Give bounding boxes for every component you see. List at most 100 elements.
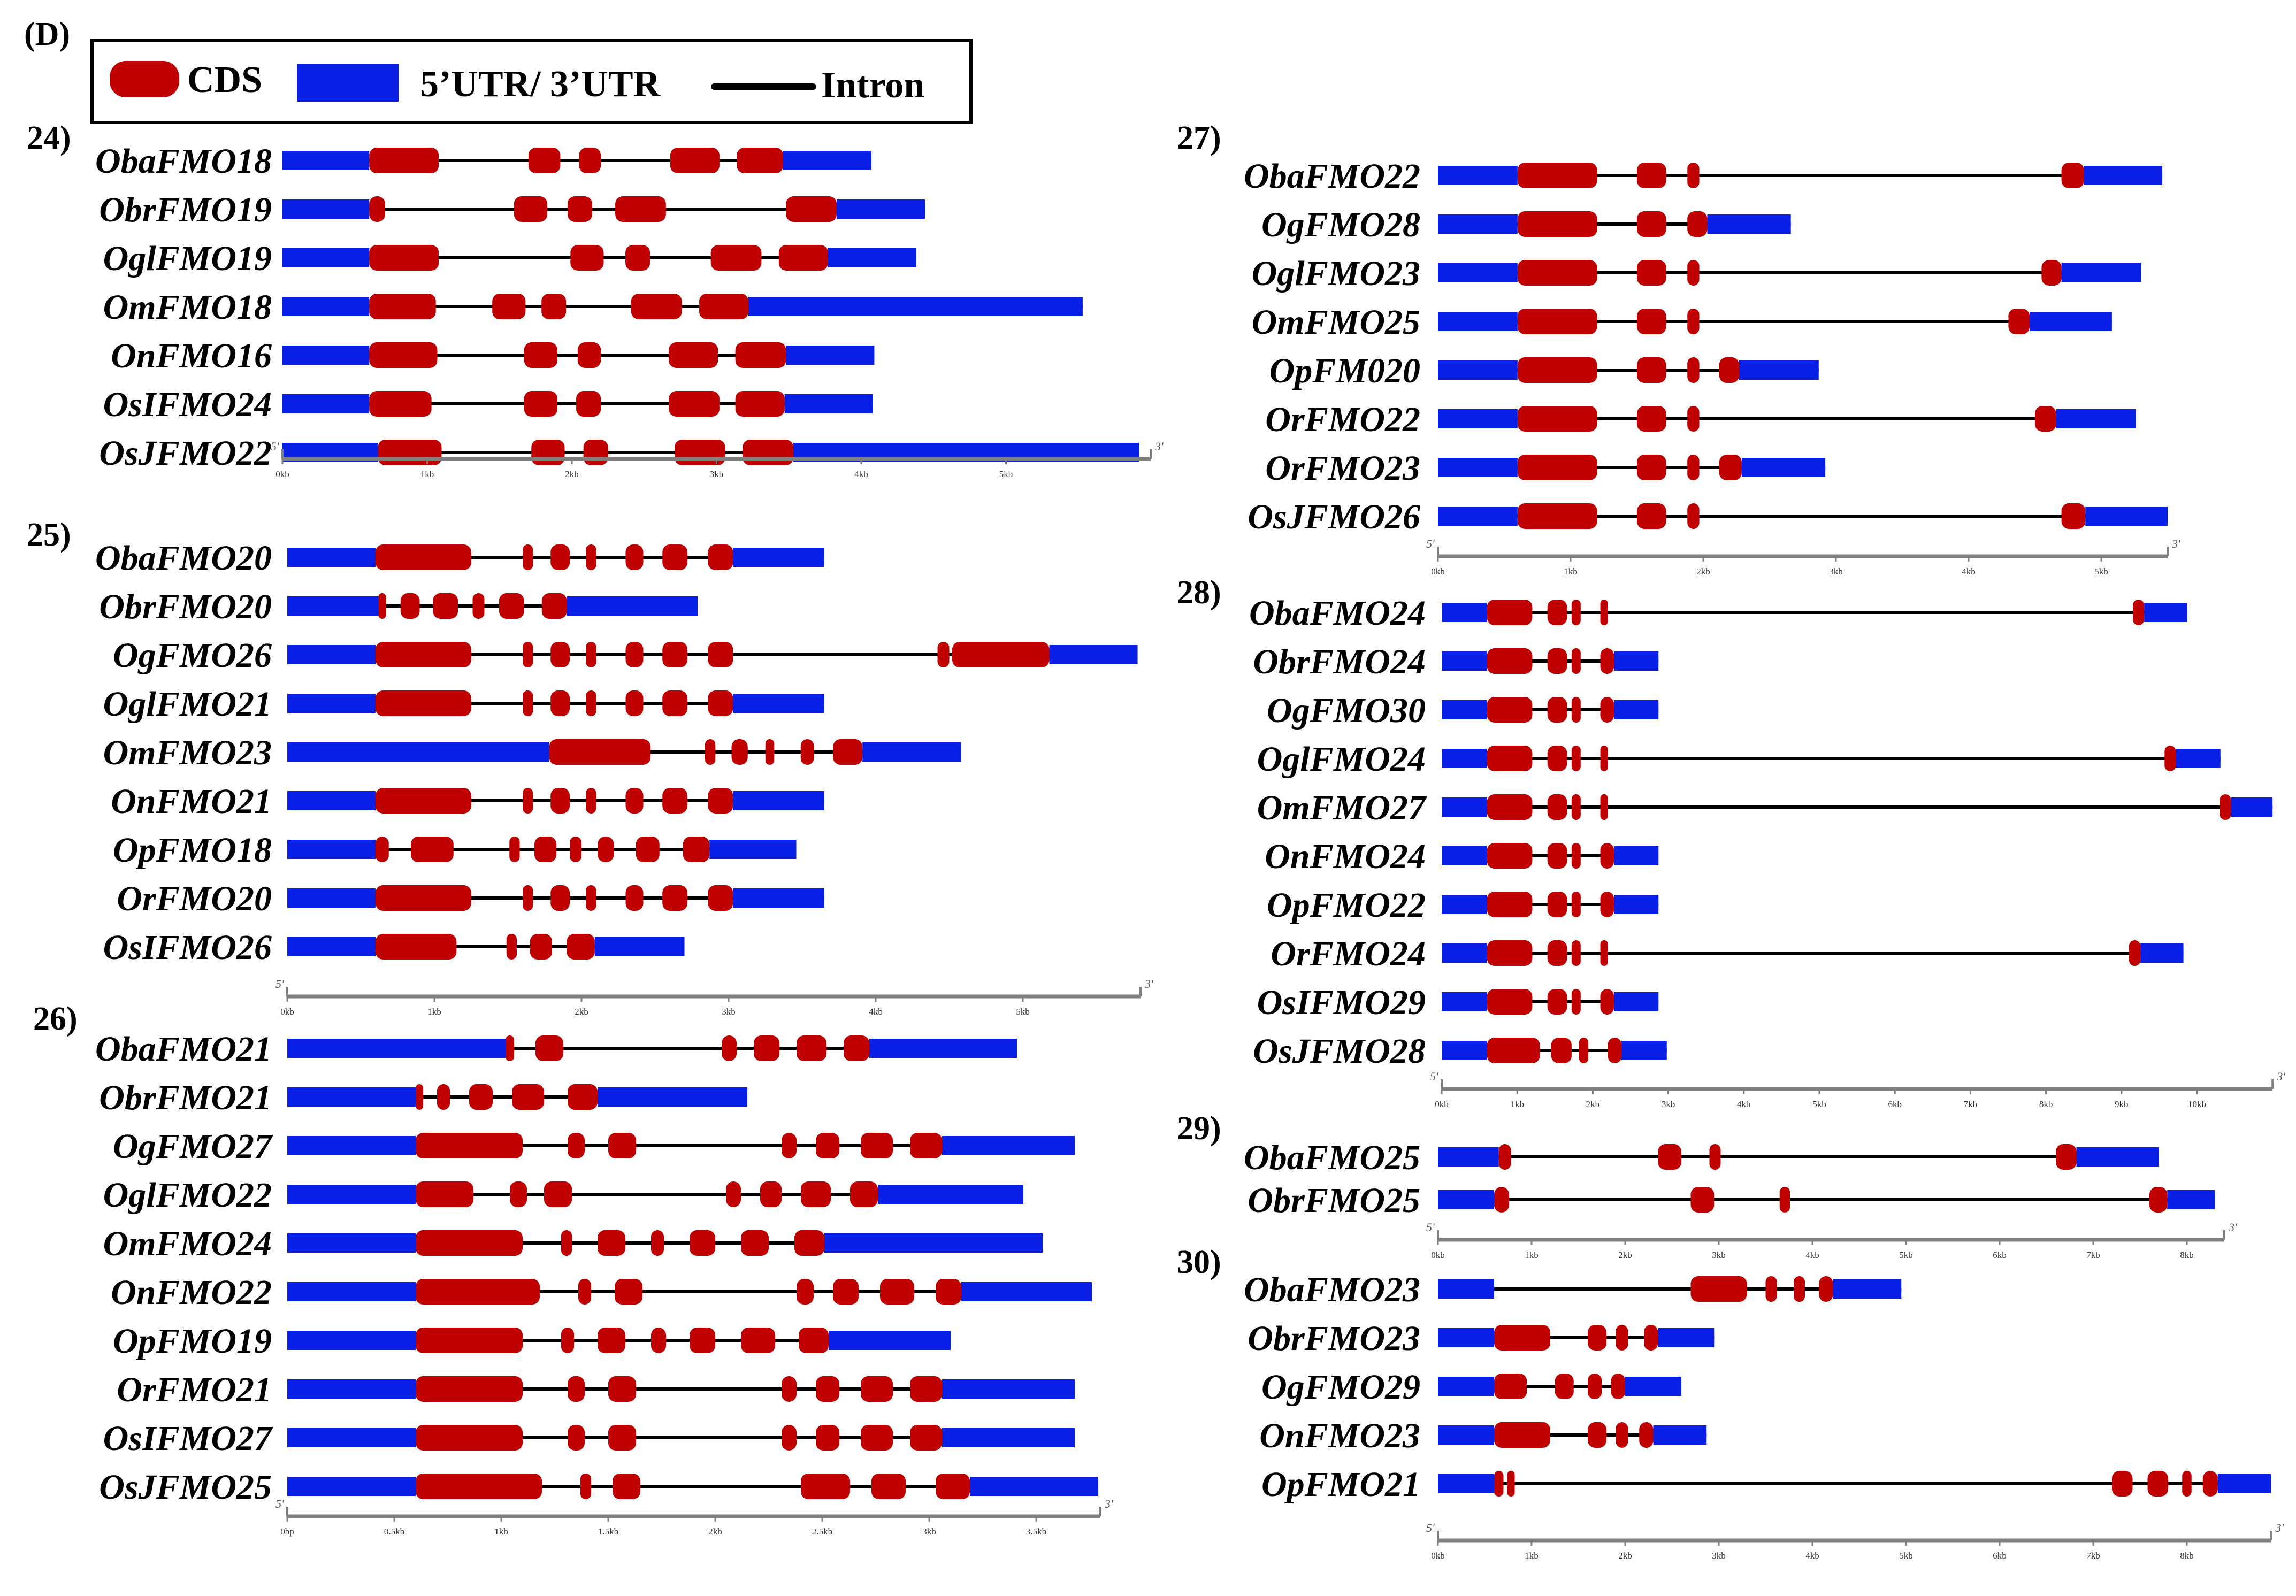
cds-block [2112, 1471, 2133, 1497]
axis-tick-label: 4kb [1737, 1099, 1751, 1109]
cds-block [710, 245, 762, 271]
cds-block [741, 1230, 769, 1256]
cds-block [816, 1133, 839, 1158]
utr5-block [1438, 263, 1518, 282]
utr3-block [1613, 700, 1659, 719]
cds-block [1608, 1038, 1622, 1063]
cds-block [570, 245, 604, 271]
cds-block [2149, 1187, 2168, 1213]
cds-block [1571, 600, 1581, 625]
gene-name: OsJFMO26 [1248, 497, 1420, 536]
axis-tick-label: 0kb [1431, 1250, 1445, 1260]
cds-block [1571, 843, 1581, 869]
utr5-block [1438, 1328, 1494, 1347]
cds-block [765, 739, 775, 765]
utr5-block [287, 742, 549, 762]
gene-name: OsJFMO22 [99, 434, 272, 473]
axis-tick-label: 3kb [1829, 566, 1843, 577]
gene-name: ObaFMO23 [1244, 1270, 1420, 1309]
gene-name: ObrFMO24 [1253, 642, 1426, 681]
axis-tick-label: 3.5kb [1026, 1526, 1046, 1537]
axis-tick-label: 5kb [2094, 566, 2108, 577]
utr5-block [1442, 943, 1487, 963]
axis-tick-label: 8kb [2180, 1551, 2194, 1561]
axis-tick-label: 2kb [708, 1526, 722, 1537]
cds-block [376, 885, 471, 911]
cds-block [708, 885, 733, 911]
utr3-block [2056, 409, 2136, 428]
cds-block [1779, 1187, 1790, 1213]
cds-block [1517, 211, 1597, 237]
cds-block [625, 642, 644, 667]
panel-number: 25) [27, 517, 71, 553]
cds-block [782, 1425, 797, 1451]
panel-number: 29) [1177, 1110, 1221, 1147]
cds-block [567, 934, 595, 960]
utr5-block [287, 1379, 416, 1399]
utr5-block [287, 1136, 416, 1155]
cds-block [568, 1084, 598, 1110]
axis-tick-label: 3kb [1712, 1250, 1726, 1260]
axis-tick-label: 3kb [722, 1007, 736, 1017]
cds-block [579, 148, 601, 173]
cds-block [1644, 1325, 1658, 1351]
panel-28: 28) ObaFMO24 ObrFMO24 OgFMO30 OglFMO24 OmFMO2… [1177, 574, 2285, 1109]
cds-block [514, 196, 548, 222]
utr5-block [282, 200, 370, 219]
cds-block [1600, 697, 1614, 723]
cds-block [782, 1376, 797, 1402]
utr5-block [282, 297, 370, 316]
panel-number: 27) [1177, 120, 1221, 156]
cds-block [376, 544, 471, 570]
utr3-block [783, 151, 871, 170]
cds-block [1494, 1422, 1550, 1448]
utr3-block [709, 840, 797, 859]
cds-block [2132, 600, 2145, 625]
utr5-block [1438, 1147, 1499, 1167]
gene-row: OsJFMO22 [99, 434, 1139, 473]
axis-5prime: 5' [1426, 1521, 1435, 1534]
utr3-block [837, 200, 925, 219]
gene-row: ObrFMO20 [99, 587, 698, 626]
cds-block [416, 1328, 523, 1353]
gene-row: ObaFMO22 [1244, 157, 2163, 196]
scale-axis: 5' 3' 0kb 1kb 2kb 3kb 4kb 5kb [271, 440, 1164, 479]
scale-axis: 5' 3' 0kb 1kb 2kb 3kb 4kb 5kb 6kb 7kb 8kb [1426, 1521, 2284, 1561]
cds-block [369, 196, 386, 222]
scale-axis: 5' 3' 0kb 1kb 2kb 3kb 4kb 5kb [1426, 537, 2180, 577]
cds-block [2202, 1471, 2218, 1497]
cds-block [833, 1279, 859, 1305]
cds-block [541, 294, 567, 319]
utr3-block [2140, 943, 2184, 963]
gene-row: OgFMO28 [1261, 205, 1791, 244]
cds-block [1794, 1276, 1805, 1302]
gene-name: OsIFMO27 [103, 1419, 273, 1458]
cds-block [561, 1328, 574, 1353]
gene-name: OsIFMO29 [1257, 983, 1426, 1022]
cds-block [1600, 989, 1614, 1015]
gene-row: OrFMO20 [117, 879, 824, 918]
cds-block [1637, 503, 1666, 529]
cds-block [1637, 455, 1666, 480]
utr3-block [784, 394, 873, 413]
utr5-block [287, 840, 376, 859]
utr5-block [1438, 1190, 1494, 1209]
cds-block [708, 544, 733, 570]
cds-block [544, 1181, 572, 1207]
axis-tick-label: 5kb [1016, 1007, 1030, 1017]
utr3-block [1658, 1328, 1715, 1347]
cds-block [416, 1425, 523, 1451]
cds-block [1600, 648, 1614, 674]
axis-5prime: 5' [1426, 537, 1435, 550]
gene-name: OglFMO23 [1252, 254, 1420, 293]
utr3-block [2084, 166, 2163, 185]
cds-block [1687, 260, 1700, 286]
gene-name: ObaFMO18 [95, 142, 272, 181]
cds-block [1547, 746, 1567, 771]
cds-block [1616, 1422, 1628, 1448]
axis-tick-label: 1kb [1525, 1551, 1539, 1561]
cds-block [1690, 1276, 1747, 1302]
utr5-block [287, 1087, 416, 1107]
